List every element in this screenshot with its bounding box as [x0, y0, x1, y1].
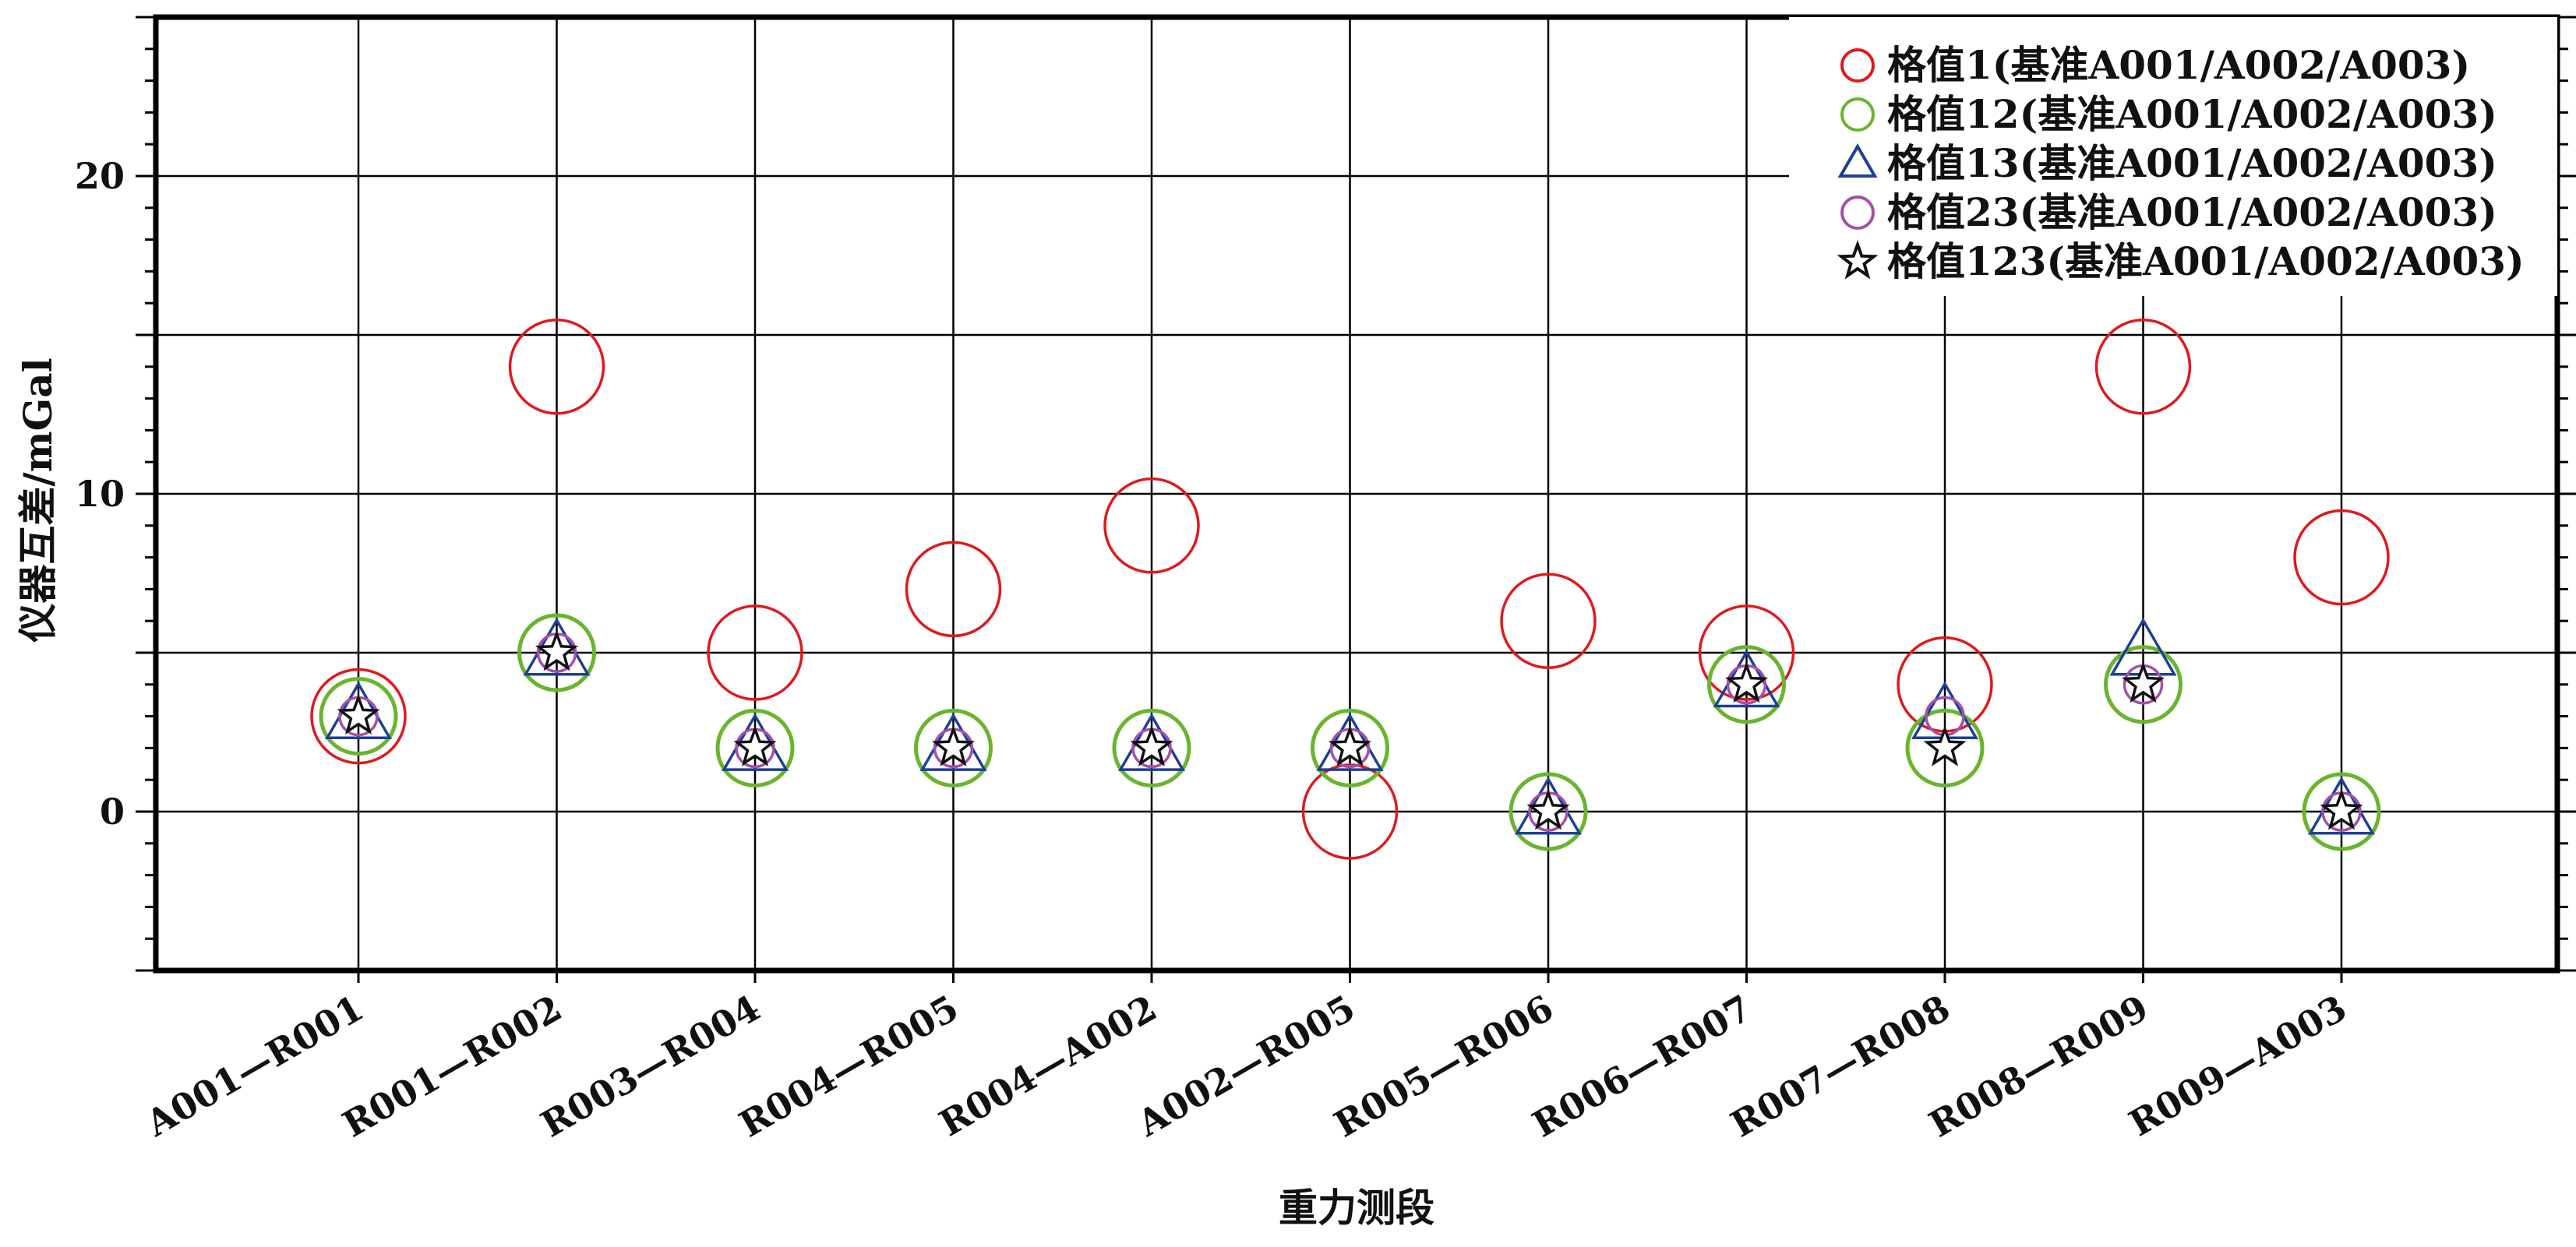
data-point-series-1: [2094, 319, 2192, 415]
x-tick-label: A002—R005: [1130, 987, 1362, 1145]
grid-lines: [156, 17, 2557, 970]
legend-marker: [1837, 143, 1878, 178]
legend-label: 格值123(基准A001/A002/A003): [1887, 238, 2525, 284]
data-point-series-1: [1103, 477, 1200, 574]
legend-label: 格值1(基准A001/A002/A003): [1887, 42, 2470, 88]
data-point-series-2: [517, 613, 596, 692]
x-tick-label: A001—R001: [138, 987, 370, 1145]
legend-label: 格值12(基准A001/A002/A003): [1887, 91, 2497, 137]
data-point-series-5: [337, 693, 380, 735]
legend-marker: [1837, 240, 1879, 280]
y-tick-label: 0: [100, 791, 125, 833]
data-point-series-1: [707, 604, 803, 701]
y-tick-label: 20: [75, 155, 125, 197]
data-point-series-5: [2320, 788, 2363, 830]
data-point-series-5: [1328, 725, 1372, 766]
data-point-series-2: [1707, 645, 1786, 724]
data-point-series-1: [905, 541, 1002, 638]
data-point-series-5: [2121, 661, 2165, 703]
x-tick-label: R009—A003: [2122, 987, 2353, 1145]
y-axis-title: 仪器互差/mGal: [15, 358, 61, 643]
legend-label: 格值23(基准A001/A002/A003): [1887, 189, 2497, 235]
data-point-series-2: [1311, 708, 1389, 787]
data-point-series-2: [1112, 708, 1191, 787]
data-marks: [310, 319, 2390, 860]
data-point-series-5: [1526, 788, 1570, 830]
data-point-series-1: [1301, 763, 1399, 860]
data-point-series-5: [535, 629, 579, 671]
y-tick-label: 10: [75, 473, 125, 515]
x-tick-label: R003—R004: [534, 987, 767, 1146]
data-point-series-2: [1905, 708, 1985, 787]
data-point-series-2: [1509, 772, 1588, 851]
legend-box: [1789, 17, 2557, 296]
data-point-series-5: [1130, 725, 1173, 766]
data-point-series-2: [2104, 645, 2183, 724]
data-point-series-1: [310, 668, 407, 765]
data-point-series-2: [2302, 772, 2381, 851]
legend-marker: [1840, 48, 1875, 83]
x-tick-label: R004—A002: [932, 987, 1163, 1145]
data-point-series-5: [733, 725, 777, 766]
x-tick-label: R004—R005: [732, 987, 965, 1146]
x-tick-label: R005—R006: [1327, 987, 1560, 1146]
data-point-series-2: [715, 708, 795, 787]
x-tick-label: R007—R008: [1724, 987, 1957, 1146]
x-tick-label: R006—R007: [1526, 987, 1759, 1146]
data-point-series-1: [2293, 509, 2390, 606]
legend-marker: [1840, 97, 1875, 132]
data-point-series-5: [931, 725, 976, 766]
data-point-series-2: [319, 677, 398, 756]
data-point-series-5: [1923, 725, 1967, 766]
data-point-series-2: [914, 708, 993, 787]
legend-marker: [1840, 196, 1875, 230]
data-point-series-5: [1724, 661, 1769, 703]
x-tick-label: R001—R002: [336, 987, 569, 1146]
x-tick-label: R008—R009: [1922, 987, 2155, 1146]
legend: 格值1(基准A001/A002/A003)格值12(基准A001/A002/A0…: [1789, 17, 2557, 296]
data-point-series-1: [1698, 604, 1795, 701]
data-point-series-1: [1500, 572, 1597, 669]
x-axis-title: 重力测段: [1279, 1185, 1434, 1231]
data-point-series-1: [508, 319, 605, 415]
legend-label: 格值13(基准A001/A002/A003): [1887, 140, 2497, 186]
